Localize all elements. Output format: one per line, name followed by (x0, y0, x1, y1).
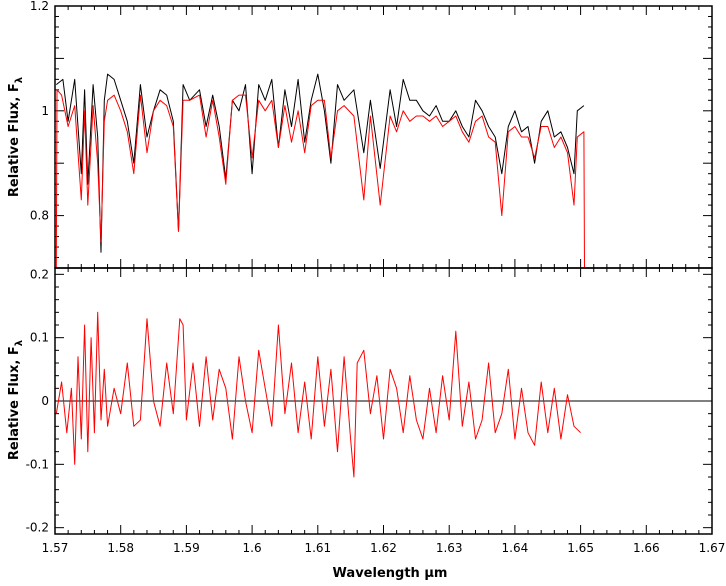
x-tick-label: 1.66 (633, 541, 660, 555)
x-axis-title: Wavelength μm (333, 566, 448, 581)
x-tick-label: 1.61 (304, 541, 331, 555)
x-tick-label: 1.6 (243, 541, 262, 555)
bottom-panel-frame (54, 267, 713, 535)
bottom-series-0-line (55, 311, 581, 478)
x-tick-label: 1.59 (173, 541, 200, 555)
bottom-y-axis-title: Relative Flux, Fλ (7, 339, 25, 460)
bottom-y-tick-label: -0.1 (26, 457, 49, 471)
bottom-y-tick-label: 0 (41, 394, 49, 408)
bottom-y-tick-label: 0.1 (30, 331, 49, 345)
x-tick-label: 1.64 (502, 541, 529, 555)
x-tick-label: 1.57 (42, 541, 69, 555)
x-tick-label: 1.63 (436, 541, 463, 555)
top-series-1-line (55, 89, 585, 268)
top-series-0-line (55, 73, 585, 253)
top-y-tick-label: 1 (41, 104, 49, 118)
x-tick-label: 1.67 (699, 541, 726, 555)
x-tick-label: 1.62 (370, 541, 397, 555)
bottom-panel: -0.2 -0.1 0 0.1 0.2 1.57 1.58 1.59 1.6 1.61 1.62 1.… (26, 267, 726, 555)
x-tick-label: 1.65 (567, 541, 594, 555)
bottom-y-tick-label: 0.2 (30, 267, 49, 281)
x-tick-label: 1.58 (107, 541, 134, 555)
top-y-tick-label: 1.2 (30, 0, 49, 13)
top-y-axis-title: Relative Flux, Fλ (7, 76, 25, 197)
top-y-tick-label: 0.8 (30, 209, 49, 223)
bottom-y-tick-label: -0.2 (26, 521, 49, 535)
